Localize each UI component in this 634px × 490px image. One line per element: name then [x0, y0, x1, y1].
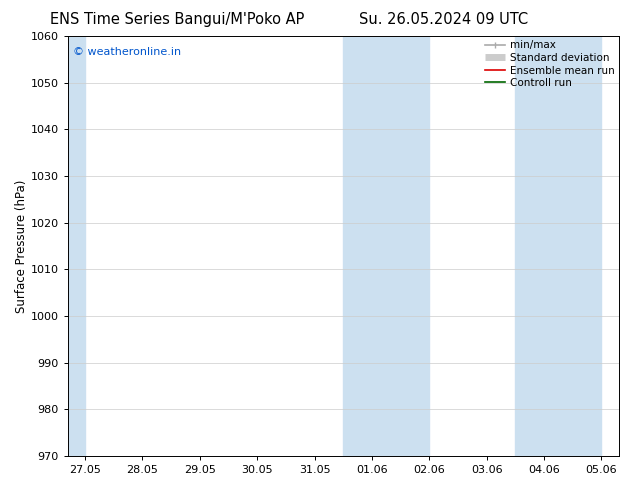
Bar	[56, 36, 85, 456]
Bar	[343, 36, 429, 456]
Text: ENS Time Series Bangui/M'Poko AP: ENS Time Series Bangui/M'Poko AP	[50, 12, 305, 27]
Text: © weatheronline.in: © weatheronline.in	[74, 47, 181, 57]
Bar	[515, 36, 601, 456]
Legend: min/max, Standard deviation, Ensemble mean run, Controll run: min/max, Standard deviation, Ensemble me…	[482, 38, 616, 90]
Y-axis label: Surface Pressure (hPa): Surface Pressure (hPa)	[15, 179, 28, 313]
Text: Su. 26.05.2024 09 UTC: Su. 26.05.2024 09 UTC	[359, 12, 528, 27]
